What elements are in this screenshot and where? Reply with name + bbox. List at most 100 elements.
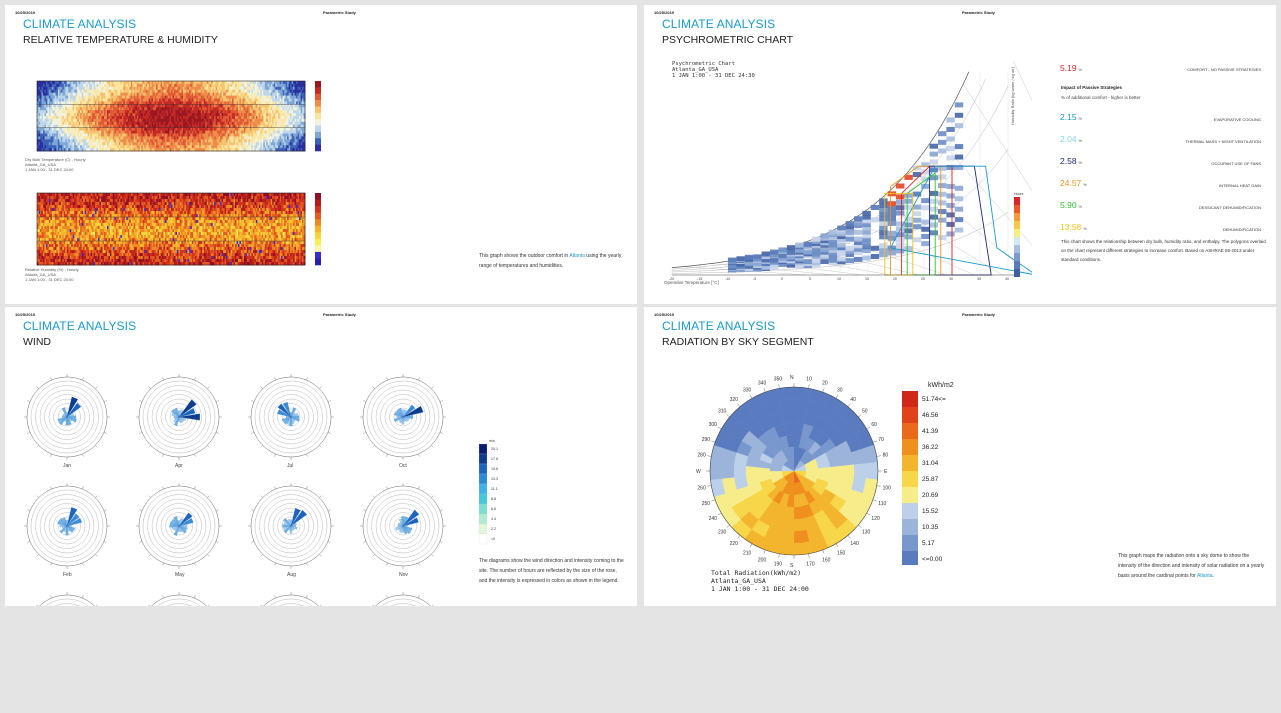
- wind-rose-petal: [402, 409, 407, 418]
- slide-description: This chart shows the relationship betwee…: [1061, 239, 1266, 262]
- wind-rose-petal: [395, 525, 404, 531]
- wind-rose-petal: [65, 525, 69, 536]
- sky-segment: [853, 463, 867, 479]
- impact-heading: Impact of Passive Strategies: [1061, 85, 1123, 90]
- wind-rose-petal: [290, 407, 297, 418]
- slide-description: The diagrams show the wind direction and…: [479, 558, 624, 584]
- wind-rose-petal: [58, 416, 68, 426]
- legend-value: 20.1: [491, 447, 498, 451]
- month-label: Apr: [175, 463, 183, 469]
- legend-value: 46.56: [922, 412, 939, 419]
- wind-rose-petal: [401, 525, 405, 533]
- wind-rose-petal: [177, 410, 181, 418]
- strategy-value: 13.58%: [1060, 222, 1087, 232]
- header-study: Parametric Study: [323, 10, 356, 15]
- wind-rose-petal: [402, 517, 419, 527]
- legend-swatch: [902, 407, 918, 423]
- wind-rose-petal: [178, 525, 187, 534]
- compass-label: 230: [718, 529, 727, 535]
- wind-rose-petal: [277, 409, 292, 418]
- compass-label: W: [696, 469, 701, 475]
- legend-swatch: [478, 463, 488, 475]
- legend-swatch: [902, 471, 918, 487]
- wind-rose-petal: [66, 525, 71, 532]
- wind-rose-petal: [396, 415, 404, 419]
- wind-rose-petal: [66, 402, 82, 418]
- psychrometric-chart: -20-15-10-505101520253035404550: [669, 61, 1032, 281]
- month-label: May: [175, 572, 185, 578]
- wind-rose-petal: [63, 525, 68, 532]
- wind-rose-petal: [66, 525, 72, 527]
- wind-rose-petal: [277, 403, 292, 418]
- wind-rose-petal: [173, 416, 180, 423]
- wind-rose-petal: [402, 404, 416, 418]
- compass-label: 100: [883, 485, 892, 491]
- compass-label: 150: [837, 550, 846, 556]
- psychro-x-axis-label: Operative Temperature [°C]: [664, 280, 719, 285]
- wind-rose-petal: [402, 525, 408, 527]
- legend-swatch: [1014, 253, 1020, 261]
- wind-rose-petal: [178, 413, 200, 421]
- sky-segment: [745, 465, 759, 477]
- compass-label: 220: [730, 541, 739, 547]
- wind-rose-petal: [172, 525, 180, 530]
- legend-swatch: [902, 551, 918, 565]
- legend-swatch: [478, 493, 488, 505]
- month-label: Jul: [287, 463, 293, 469]
- wind-rose-petal: [62, 525, 68, 529]
- wind-rose-petal: [401, 409, 405, 418]
- wind-rose-petal: [177, 520, 181, 527]
- wind-rose-petal: [66, 413, 74, 418]
- slide-title: CLIMATE ANALYSIS: [662, 319, 776, 333]
- comfort-value: 5.19%: [1060, 63, 1083, 73]
- legend-value: 8.8: [491, 497, 496, 501]
- legend-value: 5.17: [922, 540, 935, 547]
- radiation-caption: Total Radiation(kWh/m2) Atlanta_GA_USA 1…: [711, 569, 809, 593]
- wind-rose-petal: [399, 416, 404, 424]
- wind-rose-petal: [394, 412, 404, 418]
- sky-segment: [865, 462, 879, 480]
- city-link[interactable]: Atlanta: [1196, 573, 1213, 579]
- wind-rose-petal: [173, 516, 180, 527]
- legend-swatch: [1014, 205, 1020, 213]
- compass-label: 290: [702, 437, 711, 443]
- legend-swatch: [902, 487, 918, 503]
- wind-rose-petal: [178, 525, 183, 533]
- legend-value: 15.52: [922, 508, 939, 515]
- wind-rose-petal: [401, 416, 405, 425]
- strategy-label: THERMAL MASS + NIGHT VENTILATION: [1185, 139, 1261, 144]
- legend-swatch: [478, 523, 488, 535]
- wind-rose-petal: [178, 524, 187, 528]
- legend-swatch: [478, 443, 488, 455]
- city-link[interactable]: Atlanta: [569, 253, 585, 259]
- wind-rose-petal: [398, 525, 404, 531]
- wind-rose-petal: [65, 519, 69, 527]
- wind-rose-petal: [290, 412, 292, 418]
- wind-rose-petal: [66, 416, 72, 422]
- strategy-value: 2.04%: [1060, 134, 1083, 144]
- wind-rose-petal: [169, 524, 180, 528]
- strategy-label: DEHUMIDIFICATION: [1222, 227, 1261, 232]
- legend-swatch: [902, 455, 918, 471]
- wind-legend: m/s20.117.815.613.311.18.86.64.42.2<0: [478, 439, 498, 545]
- wind-rose-petal: [59, 518, 68, 527]
- wind-rose-petal: [173, 416, 180, 418]
- compass-label: 330: [743, 388, 752, 394]
- compass-label: 70: [878, 437, 884, 443]
- strategy-value: 24.57%: [1060, 178, 1087, 188]
- legend-value: 17.8: [491, 457, 498, 461]
- legend-value: 20.69: [922, 492, 939, 499]
- wind-rose-petal: [178, 416, 183, 424]
- legend-swatch: [478, 473, 488, 485]
- wind-rose-petal: [289, 416, 293, 427]
- legend-swatch: [478, 533, 488, 545]
- sky-segment: [793, 398, 810, 413]
- wind-rose-petal: [173, 525, 180, 536]
- compass-label: 250: [702, 501, 711, 507]
- wind-rose-petal: [66, 416, 72, 426]
- wind-rose-petal: [397, 525, 404, 527]
- wind-rose-petal: [289, 519, 293, 527]
- legend-value: 13.3: [491, 477, 498, 481]
- radiation-legend: kWh/m2 51.74<= 46.56 41.39 36.22 31.04 25.87 20…: [902, 382, 954, 565]
- wind-rose-petal: [178, 416, 185, 423]
